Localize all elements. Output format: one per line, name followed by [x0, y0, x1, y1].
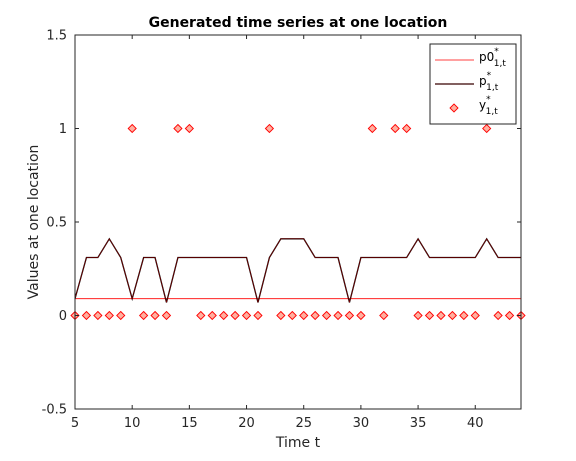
- series-y-marker: [264, 123, 275, 134]
- series-y-marker: [310, 310, 320, 321]
- series-y-marker: [356, 310, 366, 321]
- plot-area: [70, 123, 526, 321]
- series-y-marker: [424, 310, 435, 321]
- x-tick-label: 10: [124, 416, 141, 431]
- series-y-marker: [241, 310, 252, 321]
- series-y-marker: [161, 310, 172, 321]
- legend-swatch-y: [449, 103, 459, 113]
- series-y-marker: [333, 310, 343, 321]
- series-y-marker: [138, 310, 149, 321]
- series-p-overlay: [74, 238, 521, 303]
- series-y-marker: [81, 310, 92, 321]
- series-y-marker: [127, 123, 137, 134]
- series-y-marker: [470, 310, 480, 321]
- axis-ticks: 5 10 15 20 25 30 35 40 -0.5 0 0.5 1 1.5: [42, 29, 521, 431]
- series-y-marker: [230, 310, 240, 321]
- series-y-marker: [150, 310, 160, 321]
- series-y-marker: [116, 310, 126, 321]
- legend-label-p0: p0* 1,t: [479, 47, 506, 69]
- series-y-marker: [447, 310, 458, 321]
- series-y-marker: [207, 310, 217, 321]
- series-y-marker: [459, 310, 469, 321]
- x-tick-label: 40: [467, 416, 484, 431]
- x-tick-label: 25: [295, 416, 312, 431]
- series-y-marker: [299, 310, 309, 321]
- y-tick-label: 0.5: [46, 216, 67, 231]
- x-tick-label: 30: [353, 416, 370, 431]
- legend-entry-p: p* 1,t: [435, 71, 499, 93]
- y-tick-label: -0.5: [42, 403, 67, 418]
- series-y-marker: [379, 310, 389, 321]
- x-tick-label: 5: [71, 416, 79, 431]
- x-tick-label: 20: [238, 416, 255, 431]
- series-y-marker: [344, 310, 355, 321]
- y-tick-label: 1.5: [46, 29, 67, 44]
- series-y-marker: [482, 123, 492, 134]
- legend-entry-p0: p0* 1,t: [435, 47, 506, 69]
- series-y-marker: [436, 310, 446, 321]
- x-tick-label: 15: [181, 416, 198, 431]
- series-y-marker: [93, 310, 103, 321]
- series-y-marker: [173, 123, 183, 134]
- x-axis-label: Time t: [275, 435, 321, 451]
- series-y-marker: [287, 310, 297, 321]
- series-y-marker: [253, 310, 263, 321]
- x-tick-label: 35: [410, 416, 427, 431]
- series-y-marker: [413, 310, 423, 321]
- series-y-marker: [321, 310, 332, 321]
- series-p-line: [74, 237, 521, 303]
- series-y-marker: [504, 310, 515, 321]
- series-y-marker: [104, 310, 114, 321]
- y-axis-label: Values at one location: [26, 145, 42, 300]
- legend: p0* 1,tp* 1,t y* 1,t: [429, 43, 517, 125]
- y-tick-label: 1: [59, 122, 67, 137]
- series-y-marker: [196, 310, 206, 321]
- series-y-marker: [390, 123, 400, 134]
- legend-label-y: y* 1,t: [479, 95, 498, 117]
- series-y-marker: [276, 310, 286, 321]
- chart-title: Generated time series at one location: [149, 15, 448, 31]
- y-tick-label: 0: [59, 309, 67, 324]
- legend-entry-y: y* 1,t: [449, 95, 498, 117]
- series-y-marker: [493, 310, 503, 321]
- legend-label-p: p* 1,t: [479, 71, 499, 93]
- series-y-marker: [367, 123, 377, 134]
- series-y-marker: [402, 123, 412, 134]
- series-y-marker: [184, 123, 194, 134]
- series-y-marker: [219, 310, 229, 321]
